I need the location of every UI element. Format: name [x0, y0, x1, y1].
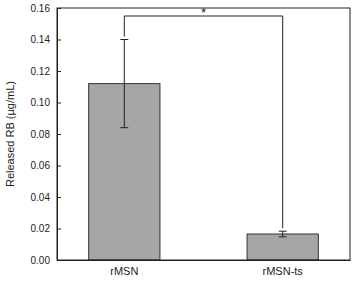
x-tick-label: rMSN-ts [263, 265, 304, 277]
y-tick-mark [57, 197, 61, 198]
y-tick-label: 0.10 [31, 97, 51, 108]
y-tick-mark [57, 166, 61, 167]
y-tick-mark [57, 229, 61, 230]
y-tick-mark [57, 71, 61, 72]
y-tick: 0.00 [31, 255, 61, 266]
y-tick-label: 0.16 [31, 3, 51, 14]
error-bar [279, 231, 287, 237]
error-cap [279, 231, 287, 232]
error-bar [120, 40, 128, 128]
error-cap [279, 236, 287, 237]
plot-frame [57, 8, 350, 260]
bar [247, 234, 318, 260]
marks [89, 40, 319, 261]
significance-bracket [124, 16, 282, 228]
y-tick: 0.16 [31, 3, 61, 14]
y-tick-label: 0.02 [31, 223, 51, 234]
y-tick: 0.06 [31, 160, 61, 171]
y-axis-title: Released RB (µg/mL) [4, 81, 16, 187]
y-tick-label: 0.00 [31, 255, 51, 266]
y-tick-label: 0.14 [31, 34, 51, 45]
y-tick-mark [57, 103, 61, 104]
y-tick: 0.04 [31, 192, 61, 203]
y-tick: 0.08 [31, 129, 61, 140]
chart: 0.00 0.02 0.04 0.06 0.08 0.10 0.12 0.14 0.16 rMSN… [0, 0, 358, 285]
x-tick: rMSN [110, 260, 138, 277]
significance-label: * [201, 5, 206, 20]
y-tick: 0.02 [31, 223, 61, 234]
y-tick-label: 0.12 [31, 66, 51, 77]
y-tick: 0.14 [31, 34, 61, 45]
y-axis: 0.00 0.02 0.04 0.06 0.08 0.10 0.12 0.14 0.16 [31, 3, 61, 266]
y-tick-label: 0.04 [31, 192, 51, 203]
x-axis-line [58, 260, 351, 261]
error-line [282, 231, 283, 237]
y-tick: 0.10 [31, 97, 61, 108]
error-cap [120, 39, 128, 40]
y-tick-mark [57, 134, 61, 135]
y-tick: 0.12 [31, 66, 61, 77]
y-tick-label: 0.08 [31, 129, 51, 140]
error-line [124, 40, 125, 128]
plot: 0.00 0.02 0.04 0.06 0.08 0.10 0.12 0.14 0.16 rMSN… [31, 3, 351, 277]
x-tick-label: rMSN [110, 265, 138, 277]
x-tick: rMSN-ts [263, 260, 304, 277]
x-axis: rMSN rMSN-ts [58, 260, 351, 277]
y-tick-mark [57, 8, 61, 9]
error-cap [120, 127, 128, 128]
y-tick-mark [57, 40, 61, 41]
y-tick-label: 0.06 [31, 160, 51, 171]
